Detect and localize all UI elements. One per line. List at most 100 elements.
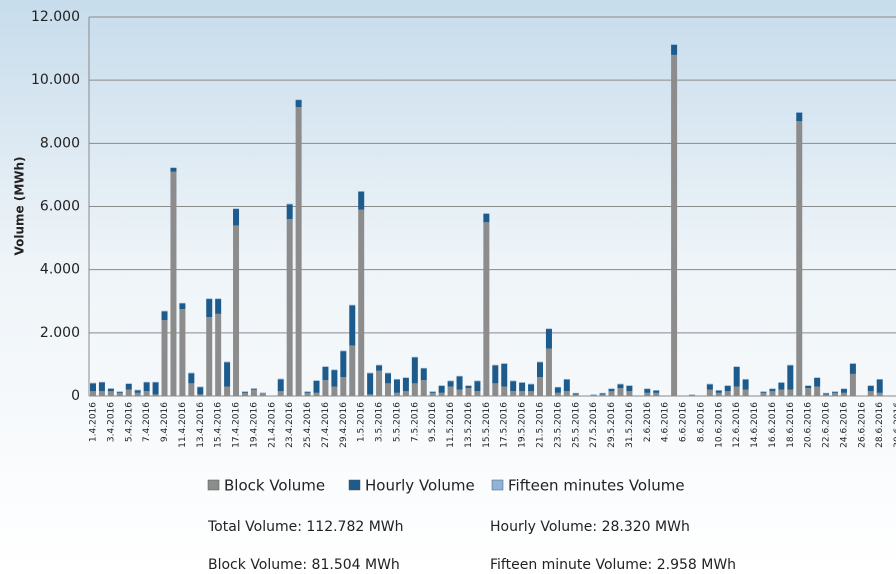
bar-segment	[510, 381, 516, 391]
bar-segment	[117, 392, 123, 393]
bar-segment	[510, 381, 516, 382]
bar-segment	[233, 225, 239, 396]
x-tick-label: 1.5.2016	[357, 402, 367, 442]
legend-swatch	[492, 480, 503, 490]
bar-segment	[179, 303, 185, 309]
y-tick-label: 2.000	[40, 325, 80, 341]
bar-segment	[573, 394, 579, 396]
bar-segment	[832, 393, 838, 396]
bar-segment	[600, 393, 606, 394]
bar-segment	[421, 380, 427, 396]
bar-segment	[448, 387, 454, 396]
bar-segment	[296, 107, 302, 396]
bar-segment	[841, 393, 847, 396]
bar-segment	[170, 172, 176, 396]
bar-segment	[510, 391, 516, 396]
bar-segment	[573, 393, 579, 394]
bar-segment	[233, 209, 239, 225]
bar-segment	[778, 390, 784, 396]
bar-segment	[832, 391, 838, 392]
x-tick-label: 16.6.2016	[768, 402, 778, 448]
bar-segment	[331, 370, 337, 386]
bar-segment	[144, 382, 150, 391]
bar-segment	[188, 383, 194, 396]
bar-segment	[519, 382, 525, 383]
bar-segment	[877, 380, 883, 393]
bar-segment	[707, 384, 713, 389]
bar-segment	[385, 373, 391, 383]
x-tick-label: 7.5.2016	[410, 402, 420, 442]
x-tick-label: 15.5.2016	[482, 402, 492, 448]
x-tick-label: 13.5.2016	[464, 402, 474, 448]
bar-segment	[841, 388, 847, 389]
x-tick-label: 31.5.2016	[625, 402, 635, 448]
bar-segment	[671, 55, 677, 396]
bar-segment	[394, 380, 400, 393]
legend-label: Fifteen minutes Volume	[508, 477, 685, 495]
bar-segment	[108, 389, 114, 392]
x-tick-label: 19.5.2016	[518, 402, 528, 448]
x-tick-label: 9.5.2016	[428, 402, 438, 442]
x-tick-label: 10.6.2016	[714, 402, 724, 448]
bar-segment	[135, 393, 141, 396]
bar-segment	[224, 362, 230, 386]
bar-segment	[778, 382, 784, 383]
bar-segment	[430, 391, 436, 392]
bar-segment	[394, 379, 400, 380]
y-tick-label: 10.000	[31, 72, 80, 88]
bar-segment	[215, 298, 221, 299]
bar-segment	[823, 393, 829, 394]
bar-segment	[242, 393, 248, 396]
bar-segment	[564, 379, 570, 380]
bar-segment	[787, 365, 793, 366]
bar-segment	[841, 389, 847, 393]
bar-segment	[108, 391, 114, 396]
bar-segment	[412, 357, 418, 358]
bar-segment	[483, 214, 489, 223]
bar-segment	[519, 391, 525, 396]
y-tick-label: 8.000	[40, 135, 80, 151]
bar-segment	[421, 369, 427, 381]
x-tick-label: 4.6.2016	[661, 402, 671, 442]
bar-segment	[206, 298, 212, 299]
bar-segment	[564, 380, 570, 392]
bar-segment	[850, 364, 856, 374]
bar-segment	[537, 362, 543, 363]
bar-segment	[734, 366, 740, 367]
bar-segment	[743, 390, 749, 396]
bar-segment	[135, 390, 141, 391]
x-tick-label: 26.6.2016	[857, 402, 867, 448]
summary-text: Hourly Volume: 28.320 MWh	[490, 519, 690, 535]
bar-segment	[492, 365, 498, 366]
bar-segment	[877, 393, 883, 396]
bar-segment	[162, 311, 168, 312]
x-tick-label: 29.4.2016	[339, 402, 349, 448]
bar-segment	[448, 381, 454, 382]
bar-segment	[331, 387, 337, 396]
bar-segment	[796, 113, 802, 122]
bar-segment	[340, 351, 346, 377]
x-tick-label: 6.6.2016	[679, 402, 689, 442]
bar-segment	[296, 100, 302, 107]
bar-segment	[617, 388, 623, 396]
bar-segment	[188, 373, 194, 374]
bar-segment	[322, 366, 328, 367]
bar-segment	[412, 383, 418, 396]
x-tick-label: 25.4.2016	[303, 402, 313, 448]
bar-segment	[99, 382, 105, 391]
bar-segment	[796, 112, 802, 113]
bar-segment	[153, 382, 159, 394]
x-tick-label: 9.4.2016	[160, 402, 170, 442]
bar-segment	[367, 394, 373, 396]
bar-segment	[492, 365, 498, 383]
y-tick-label: 12.000	[31, 9, 80, 25]
bar-segment	[251, 389, 257, 390]
bar-segment	[457, 376, 463, 389]
x-tick-label: 5.4.2016	[124, 402, 134, 442]
bar-segment	[153, 382, 159, 383]
legend-swatch	[349, 480, 360, 490]
bar-segment	[197, 394, 203, 396]
bar-segment	[385, 383, 391, 396]
bar-segment	[716, 390, 722, 391]
bar-segment	[242, 392, 248, 393]
